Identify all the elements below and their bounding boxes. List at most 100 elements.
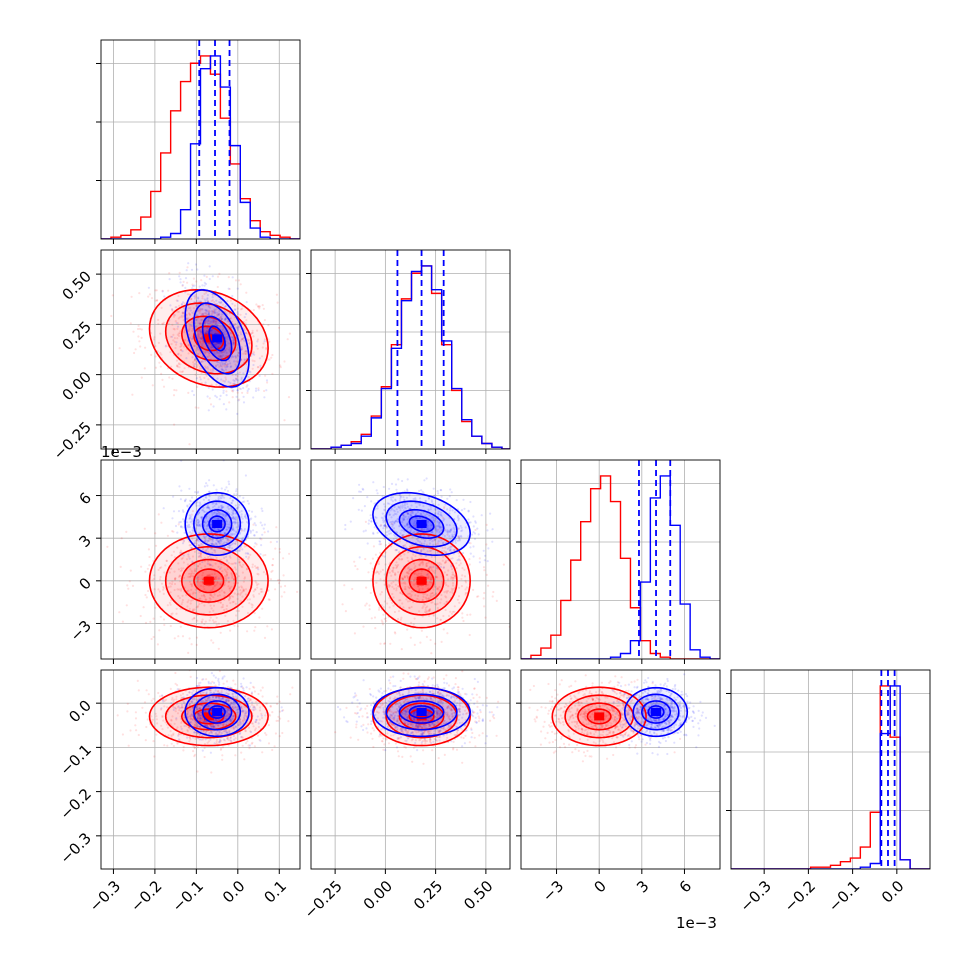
scatter-point-red: [233, 578, 236, 581]
scatter-point-red: [270, 356, 273, 359]
scatter-point-red: [278, 700, 281, 703]
scatter-point-red: [171, 323, 174, 326]
scatter-point-red: [256, 338, 260, 341]
scatter-point-red: [259, 706, 262, 709]
scatter-point-blue: [219, 394, 222, 397]
scatter-point-blue: [204, 516, 208, 520]
scatter-point-blue: [207, 311, 210, 314]
scatter-point-red: [242, 563, 245, 566]
scatter-point-blue: [383, 503, 386, 506]
scatter-point-red: [232, 727, 235, 730]
scatter-point-red: [170, 599, 173, 602]
scatter-point-red: [215, 575, 218, 578]
scatter-point-red: [421, 599, 424, 602]
scatter-point-red: [482, 597, 485, 600]
scatter-point-red: [179, 354, 183, 357]
scatter-point-blue: [406, 505, 409, 508]
scatter-point-red: [194, 570, 197, 573]
scatter-point-red: [399, 554, 402, 558]
scatter-point-red: [370, 617, 373, 620]
scatter-point-red: [239, 563, 242, 567]
scatter-point-blue: [243, 316, 246, 319]
scatter-point-red: [234, 683, 237, 686]
scatter-point-red: [226, 737, 229, 740]
scatter-point-blue: [414, 523, 417, 526]
scatter-point-red: [256, 586, 259, 589]
scatter-point-red: [251, 331, 254, 334]
scatter-point-red: [261, 686, 264, 689]
scatter-point-blue: [392, 538, 395, 541]
scatter-point-blue: [249, 531, 252, 534]
scatter-point-red: [226, 736, 229, 739]
scatter-point-blue: [201, 313, 204, 316]
scatter-point-red: [442, 507, 446, 510]
scatter-point-red: [214, 551, 217, 554]
scatter-point-blue: [474, 520, 477, 523]
scatter-point-red: [160, 372, 163, 375]
scatter-point-red: [378, 606, 381, 610]
scatter-point-blue: [218, 313, 221, 316]
scatter-point-red: [201, 339, 204, 343]
scatter-point-red: [178, 709, 181, 712]
scatter-point-red: [469, 542, 472, 545]
scatter-point-blue: [416, 548, 419, 551]
scatter-point-blue: [246, 499, 249, 503]
scatter-point-red: [181, 696, 184, 700]
scatter-point-red: [389, 642, 392, 645]
scatter-point-red: [154, 299, 157, 302]
scatter-point-red: [161, 322, 164, 325]
scatter-point-red: [210, 771, 213, 774]
scatter-point-blue: [398, 493, 401, 496]
scatter-point-red: [180, 344, 183, 348]
scatter-point-red: [227, 712, 230, 716]
scatter-point-blue: [197, 490, 200, 493]
scatter-point-red: [163, 744, 166, 747]
scatter-point-blue: [398, 499, 401, 502]
scatter-point-red: [374, 571, 378, 574]
scatter-point-red: [168, 582, 171, 585]
scatter-point-red: [418, 563, 421, 566]
scatter-point-red: [182, 576, 186, 579]
scatter-point-blue: [187, 523, 191, 527]
scatter-point-red: [252, 709, 256, 712]
scatter-point-red: [244, 352, 247, 355]
scatter-point-blue: [204, 320, 207, 323]
scatter-point-red: [150, 699, 153, 702]
scatter-point-red: [395, 587, 398, 590]
scatter-point-blue: [229, 736, 232, 740]
scatter-point-red: [181, 316, 184, 319]
scatter-point-red: [253, 745, 256, 748]
scatter-point-blue: [207, 409, 210, 412]
scatter-point-blue: [220, 494, 224, 497]
scatter-point-red: [179, 551, 182, 554]
scatter-point-blue: [280, 706, 283, 709]
scatter-point-blue: [198, 322, 201, 325]
scatter-point-blue: [426, 527, 430, 530]
scatter-point-blue: [451, 533, 454, 536]
scatter-point-red: [463, 568, 466, 571]
scatter-point-blue: [225, 698, 228, 701]
scatter-point-red: [399, 592, 402, 595]
scatter-point-red: [282, 557, 285, 560]
scatter-point-red: [399, 618, 402, 621]
scatter-point-blue: [227, 708, 231, 712]
scatter-point-red: [422, 595, 425, 599]
scatter-point-blue: [204, 332, 207, 335]
scatter-point-red: [203, 331, 207, 334]
scatter-point-blue: [212, 484, 215, 487]
scatter-point-red: [276, 702, 279, 706]
scatter-point-blue: [219, 539, 222, 542]
scatter-point-red: [209, 689, 213, 692]
scatter-point-blue: [193, 295, 196, 298]
scatter-point-blue: [223, 362, 226, 366]
scatter-point-red: [135, 729, 138, 732]
scatter-point-red: [413, 572, 416, 575]
scatter-point-red: [226, 571, 229, 574]
scatter-point-blue: [228, 523, 231, 526]
scatter-point-red: [230, 326, 233, 329]
scatter-point-blue: [197, 352, 200, 356]
scatter-point-blue: [245, 350, 248, 353]
scatter-point-red: [440, 593, 443, 597]
scatter-point-red: [240, 585, 243, 588]
scatter-point-red: [220, 690, 223, 693]
